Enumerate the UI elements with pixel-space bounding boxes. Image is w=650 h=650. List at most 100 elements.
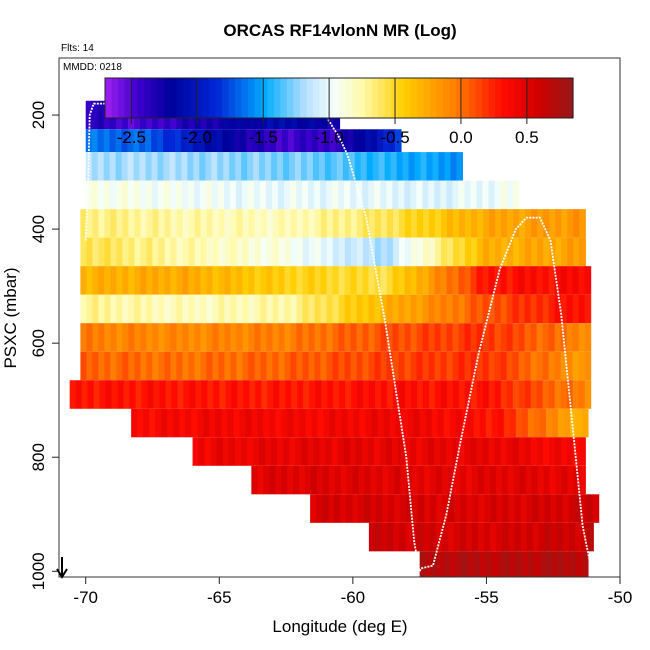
heatmap-cell [290, 180, 297, 210]
heatmap-cell [459, 209, 466, 238]
heatmap-cell [287, 129, 295, 153]
heatmap-cell [569, 408, 577, 438]
heatmap-cell [121, 152, 129, 181]
heatmap-cell [400, 465, 407, 495]
heatmap-cell [458, 437, 466, 466]
heatmap-cell [308, 237, 316, 267]
chart-title: ORCAS RF14vlonN MR (Log) [223, 21, 456, 40]
heatmap-cell [272, 351, 280, 381]
colorbar-swatch [189, 78, 197, 118]
heatmap-cell [182, 266, 190, 295]
heatmap-cell [200, 351, 208, 381]
heatmap-cell [93, 380, 101, 409]
heatmap-cell [284, 180, 291, 210]
heatmap-cell [116, 209, 124, 238]
heatmap-cell [308, 266, 316, 295]
heatmap-cell [194, 237, 202, 267]
heatmap-cell [98, 209, 106, 238]
heatmap-cell [294, 152, 302, 181]
heatmap-cell [537, 237, 544, 267]
heatmap-cell [236, 237, 244, 267]
y-tick-label: 200 [29, 101, 48, 129]
colorbar-swatch [287, 78, 295, 118]
heatmap-cell [363, 380, 370, 409]
heatmap-cell [357, 380, 364, 409]
colorbar-swatch [137, 78, 145, 118]
heatmap-cell [326, 266, 334, 295]
heatmap-cell [316, 494, 323, 523]
heatmap-cell [566, 351, 574, 381]
heatmap-cell [382, 465, 390, 495]
heatmap-cell [204, 129, 212, 153]
heatmap-cell [140, 266, 147, 295]
heatmap-cell [406, 465, 413, 495]
heatmap-cell [556, 522, 564, 552]
heatmap-cell [431, 408, 439, 438]
heatmap-cell [446, 323, 454, 352]
heatmap-cell [258, 129, 265, 153]
heatmap-cell [122, 294, 129, 324]
heatmap-cell [201, 380, 208, 409]
heatmap-cell [392, 209, 400, 238]
heatmap-cell [368, 180, 375, 210]
heatmap-cell [242, 266, 250, 295]
colorbar-swatch [332, 78, 340, 118]
heatmap-cell [170, 237, 178, 267]
heatmap-cell [512, 294, 520, 324]
heatmap-band [310, 494, 600, 523]
heatmap-cell [512, 266, 520, 295]
heatmap-cell [471, 465, 479, 495]
heatmap-cell [241, 152, 248, 181]
heatmap-cell [380, 323, 388, 352]
colorbar-swatch [254, 78, 262, 118]
heatmap-cell [128, 209, 136, 238]
heatmap-band [80, 294, 592, 324]
colorbar-swatch [280, 78, 288, 118]
heatmap-cell [557, 408, 565, 438]
heatmap-cell [578, 380, 586, 409]
heatmap-cell [182, 351, 190, 381]
heatmap-cell [549, 237, 556, 267]
heatmap-cell [254, 351, 262, 381]
heatmap-cell [555, 465, 563, 495]
colorbar-tick-label: -2.5 [117, 128, 146, 147]
heatmap-cell [290, 209, 298, 238]
heatmap-cell [352, 465, 360, 495]
heatmap-cell [209, 408, 216, 438]
heatmap-cell [422, 237, 430, 267]
heatmap-cell [386, 266, 394, 295]
heatmap-cell [508, 494, 516, 523]
heatmap-cell [278, 209, 286, 238]
heatmap-cell [532, 522, 540, 552]
heatmap-cell [374, 351, 382, 381]
heatmap-cell [506, 294, 514, 324]
heatmap-cell [236, 209, 244, 238]
heatmap-band [80, 209, 586, 238]
heatmap-cell [548, 380, 556, 409]
heatmap-cell [434, 437, 441, 466]
heatmap-cell [349, 437, 357, 466]
heatmap-cell [230, 237, 238, 267]
heatmap-cell [296, 209, 304, 238]
heatmap-cell [306, 152, 314, 181]
heatmap-cell [302, 237, 310, 267]
heatmap-band [131, 408, 589, 438]
colorbar-frame [104, 77, 574, 119]
heatmap-cell [385, 437, 393, 466]
colorbar-swatch [501, 78, 509, 118]
heatmap-cell [470, 351, 478, 381]
heatmap-cell [507, 209, 514, 238]
heatmap-cell [410, 180, 417, 210]
heatmap-cell [388, 494, 395, 523]
heatmap-cell [81, 380, 89, 409]
heatmap-cell [218, 209, 226, 238]
heatmap-cell [560, 380, 568, 409]
heatmap-cell [362, 351, 370, 381]
heatmap-cell [163, 129, 170, 153]
heatmap-cell [524, 323, 532, 352]
heatmap-cell [380, 266, 388, 295]
heatmap-cell [584, 323, 592, 352]
heatmap-cell [458, 294, 466, 324]
heatmap-cell [254, 323, 262, 352]
heatmap-cell [350, 180, 357, 210]
